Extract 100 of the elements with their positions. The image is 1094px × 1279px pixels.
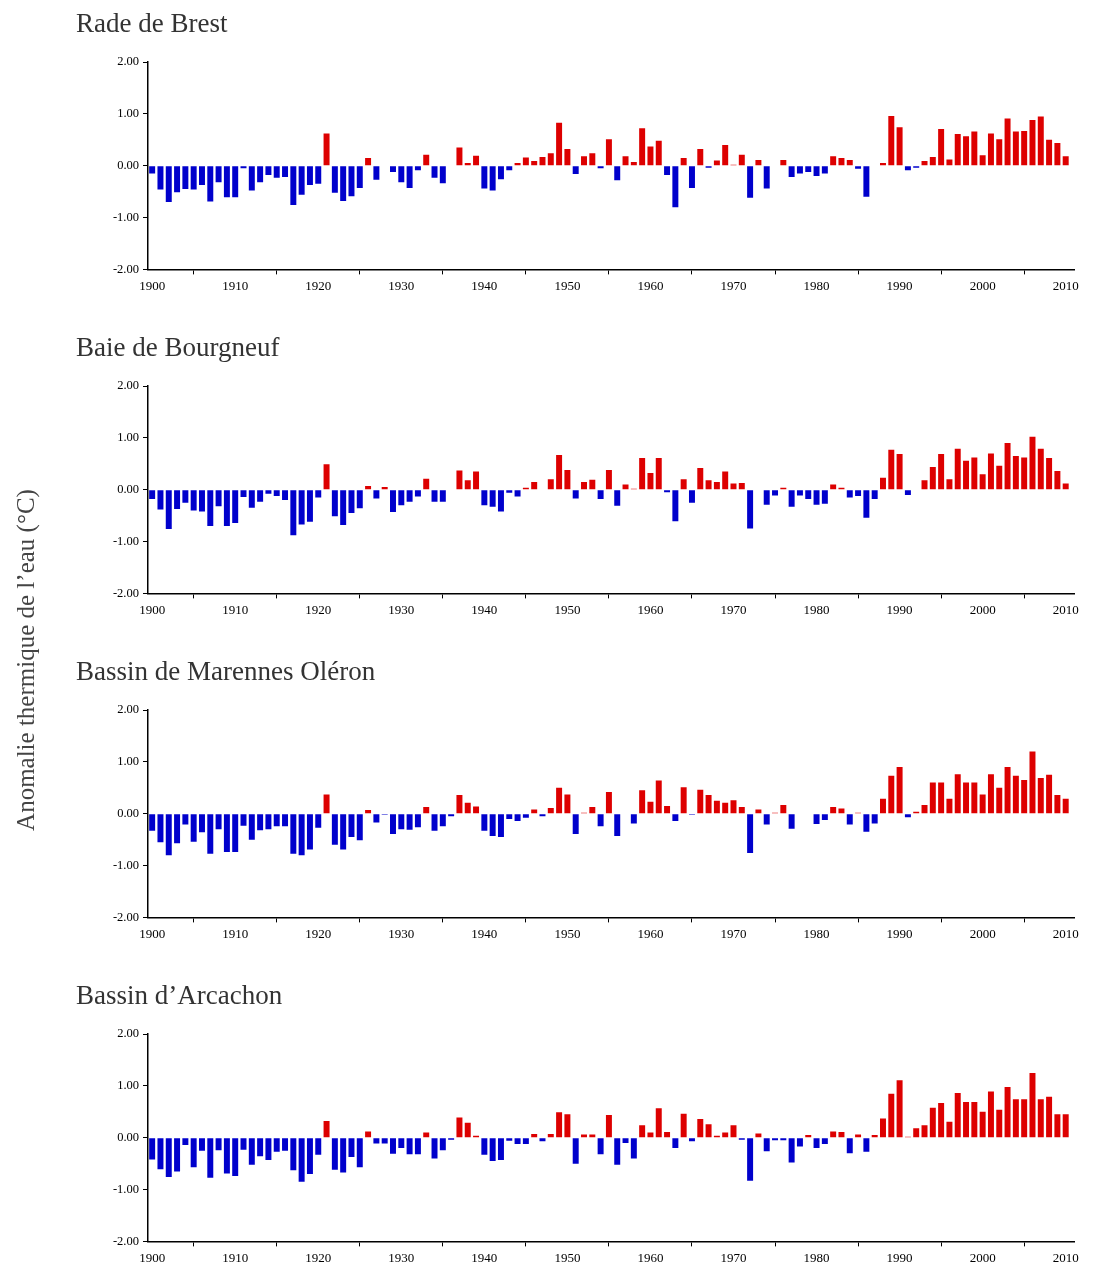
bar (987, 133, 994, 166)
bar (315, 1138, 322, 1155)
bar (880, 798, 886, 814)
bar (971, 457, 978, 490)
bar (888, 1093, 895, 1138)
bar (1021, 1099, 1028, 1138)
bar (971, 1101, 978, 1138)
bar (904, 166, 911, 171)
bar (223, 814, 230, 853)
bar (464, 480, 471, 490)
bar (664, 805, 671, 814)
bar (938, 128, 945, 166)
x-tick-label: 1920 (305, 925, 332, 941)
bar (796, 166, 803, 174)
bar (680, 479, 687, 490)
bar (1046, 774, 1053, 814)
bar (963, 782, 970, 814)
bar (489, 814, 496, 836)
bar (174, 490, 181, 509)
bar (672, 1138, 679, 1149)
bar (232, 490, 239, 523)
bar (938, 453, 945, 490)
x-tick-label: 1940 (471, 925, 498, 941)
bar (996, 787, 1003, 814)
bar (1029, 120, 1036, 166)
bar (647, 146, 654, 166)
bar (788, 490, 795, 507)
x-tick-label: 1950 (554, 277, 581, 293)
x-tick-label: 1930 (388, 1249, 415, 1265)
bar (880, 477, 886, 490)
bar (182, 490, 189, 503)
bar (174, 1138, 181, 1172)
bar (813, 490, 820, 505)
bar (846, 1138, 853, 1154)
bar (747, 166, 754, 198)
bar (257, 1138, 264, 1157)
bar (846, 490, 853, 498)
bar (788, 166, 795, 178)
bar (257, 166, 264, 183)
bar (365, 810, 372, 814)
bar (647, 801, 654, 814)
bar (1029, 1072, 1036, 1138)
bar (223, 1138, 230, 1174)
bar (539, 1138, 546, 1142)
bar (473, 471, 480, 490)
bar (215, 166, 222, 183)
bar (846, 160, 853, 166)
bar (821, 490, 828, 504)
bar (423, 154, 430, 166)
bar (506, 1138, 513, 1141)
bar (1004, 118, 1011, 166)
bar (149, 1138, 156, 1160)
x-tick-label: 1930 (388, 925, 415, 941)
bar (257, 814, 264, 831)
bar (298, 1138, 305, 1182)
bar (456, 147, 463, 166)
bar (406, 814, 413, 830)
bar (381, 1138, 388, 1144)
bar (1021, 780, 1028, 814)
bar (1012, 131, 1019, 166)
bar (664, 490, 671, 493)
y-tick-label: 1.00 (117, 1078, 139, 1093)
bar (298, 166, 305, 195)
bar (697, 149, 704, 166)
bar (639, 1125, 646, 1138)
bar (323, 794, 330, 814)
bar (439, 166, 446, 184)
bar (306, 1138, 313, 1174)
bar (556, 454, 563, 490)
x-tick-label: 1930 (388, 601, 415, 617)
x-tick-label: 1950 (554, 601, 581, 617)
bar (282, 490, 289, 501)
chart-title: Rade de Brest (76, 8, 228, 39)
bar (174, 814, 181, 844)
bar (414, 814, 421, 828)
bar (605, 791, 612, 814)
x-tick-label: 1980 (803, 925, 830, 941)
y-tick-label: 0.00 (117, 481, 139, 496)
bar (497, 814, 504, 838)
bar (572, 814, 579, 834)
bar (522, 1138, 529, 1144)
bar (232, 814, 239, 853)
bar (705, 480, 712, 490)
bar (697, 789, 704, 814)
bar (398, 490, 405, 506)
bar (1021, 130, 1028, 166)
bar (282, 814, 289, 827)
bar (406, 166, 413, 188)
y-tick-label: 1.00 (117, 106, 139, 121)
bar (390, 1138, 396, 1154)
x-tick-label: 1980 (803, 1249, 830, 1265)
bar (265, 1138, 272, 1160)
bar (547, 1134, 554, 1138)
bar (805, 166, 812, 172)
bar (564, 1114, 571, 1138)
bar (182, 166, 189, 190)
bar (763, 490, 770, 505)
bar (182, 1138, 189, 1145)
bar (655, 780, 662, 814)
bar (688, 166, 695, 188)
